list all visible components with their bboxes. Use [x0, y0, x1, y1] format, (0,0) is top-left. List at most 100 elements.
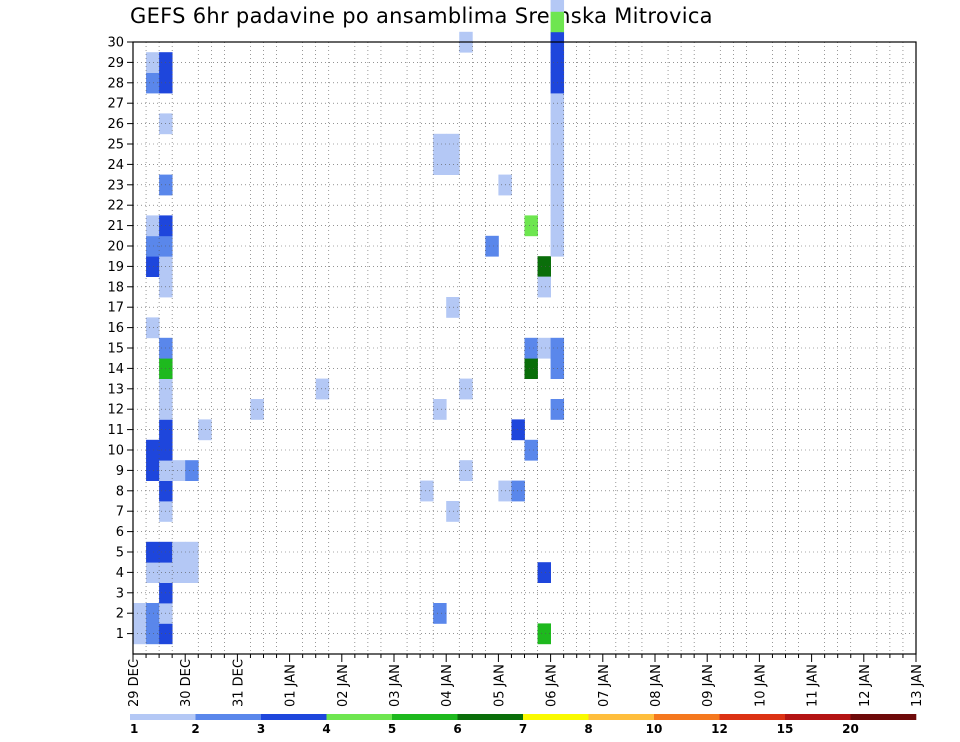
heatmap-cell — [485, 235, 499, 257]
y-tick-label: 6 — [116, 525, 124, 540]
heatmap-cell — [433, 154, 447, 175]
heatmap-cell — [446, 501, 460, 522]
y-tick-label: 17 — [107, 301, 124, 316]
y-tick-label: 11 — [107, 423, 124, 438]
color-legend: 1 2 3 4 5 6 7 8 10 12 15 20 — [130, 714, 917, 736]
y-tick-label: 29 — [107, 56, 124, 71]
heatmap-cell — [537, 337, 551, 359]
heatmap-cell — [446, 133, 460, 155]
y-tick-label: 4 — [116, 566, 124, 581]
heatmap-cell — [537, 623, 551, 645]
heatmap-cell — [146, 235, 160, 257]
heatmap-cell — [146, 215, 160, 237]
x-tick-label: 13 JAN — [910, 664, 925, 707]
x-tick-label: 05 JAN — [492, 664, 507, 707]
heatmap-cell — [433, 133, 447, 155]
legend-swatch — [195, 714, 262, 720]
heatmap-cells — [133, 0, 565, 645]
heatmap-cell — [511, 419, 525, 441]
heatmap-cell — [133, 623, 147, 645]
x-tick-label: 08 JAN — [649, 664, 664, 707]
y-tick-label: 14 — [107, 362, 124, 377]
heatmap-cell — [133, 603, 147, 624]
legend-label: 10 — [646, 722, 663, 736]
heatmap-cell — [524, 215, 538, 237]
y-tick-label: 1 — [116, 627, 124, 642]
legend-swatch — [719, 714, 786, 720]
heatmap-cell — [433, 603, 447, 624]
y-tick-label: 15 — [107, 342, 124, 357]
x-tick-label: 12 JAN — [858, 664, 873, 707]
legend-swatch — [130, 714, 196, 720]
y-tick-label: 12 — [107, 403, 124, 418]
x-tick-label: 04 JAN — [440, 664, 455, 707]
y-tick-label: 22 — [107, 199, 124, 214]
heatmap-cell — [537, 256, 551, 277]
y-tick-label: 28 — [107, 76, 124, 91]
y-axis: 1234567891011121314151617181920212223242… — [107, 36, 133, 642]
y-tick-label: 25 — [107, 138, 124, 153]
y-tick-label: 30 — [107, 36, 124, 51]
x-tick-label: 29 DEC — [127, 659, 142, 707]
heatmap-cell — [172, 562, 186, 583]
x-tick-label: 01 JAN — [284, 664, 299, 707]
heatmap-cell — [524, 337, 538, 359]
x-axis: 29 DEC 30 DEC 31 DEC 01 JAN 02 JAN 03 JAN 04 J… — [127, 654, 925, 707]
grid-lines — [133, 41, 916, 654]
heatmap-cell — [146, 52, 160, 73]
legend-label: 4 — [322, 722, 330, 736]
heatmap-cell — [146, 317, 160, 339]
y-tick-label: 24 — [107, 158, 124, 173]
y-tick-label: 7 — [116, 505, 124, 520]
y-tick-label: 18 — [107, 280, 124, 295]
heatmap-cell — [185, 460, 199, 481]
heatmap-cell — [146, 603, 160, 624]
heatmap-cell — [146, 460, 160, 481]
y-tick-label: 21 — [107, 219, 124, 234]
legend-swatch — [457, 714, 524, 720]
legend-swatch — [261, 714, 327, 720]
legend-swatch — [392, 714, 458, 720]
x-tick-label: 07 JAN — [597, 664, 612, 707]
y-tick-label: 19 — [107, 260, 124, 275]
legend-label: 2 — [191, 722, 199, 736]
heatmap-cell — [550, 0, 565, 12]
legend-swatch — [326, 714, 393, 720]
legend-swatch — [654, 714, 720, 720]
legend-label: 20 — [842, 722, 859, 736]
y-tick-label: 9 — [116, 464, 124, 479]
legend-swatch — [588, 714, 655, 720]
y-tick-label: 20 — [107, 240, 124, 255]
legend-label: 8 — [584, 722, 592, 736]
heatmap-cell — [524, 439, 538, 461]
heatmap-cell — [146, 72, 160, 94]
x-tick-label: 10 JAN — [753, 664, 768, 707]
heatmap-cell — [446, 154, 460, 175]
x-tick-label: 31 DEC — [231, 659, 246, 707]
heatmap-cell — [146, 439, 160, 461]
y-tick-label: 10 — [107, 444, 124, 459]
heatmap-cell — [146, 256, 160, 277]
y-tick-label: 27 — [107, 97, 124, 112]
heatmap-cell — [198, 419, 212, 441]
legend-swatch — [785, 714, 851, 720]
legend-label: 3 — [257, 722, 265, 736]
heatmap-cell — [446, 297, 460, 318]
heatmap-cell — [420, 480, 434, 502]
legend-label: 7 — [519, 722, 527, 736]
heatmap-cell — [315, 378, 330, 400]
legend-label: 12 — [711, 722, 728, 736]
x-tick-label: 02 JAN — [336, 664, 351, 707]
legend-label: 6 — [453, 722, 461, 736]
heatmap-cell — [146, 623, 160, 645]
x-tick-label: 09 JAN — [701, 664, 716, 707]
y-tick-label: 3 — [116, 586, 124, 601]
legend-swatch — [523, 714, 589, 720]
x-tick-label: 03 JAN — [388, 664, 403, 707]
chart-title: GEFS 6hr padavine po ansamblima Sremska … — [130, 4, 713, 28]
heatmap-cell — [146, 541, 160, 563]
y-tick-label: 5 — [116, 546, 124, 561]
y-tick-label: 23 — [107, 178, 124, 193]
y-tick-label: 2 — [116, 607, 124, 622]
y-tick-label: 26 — [107, 117, 124, 132]
